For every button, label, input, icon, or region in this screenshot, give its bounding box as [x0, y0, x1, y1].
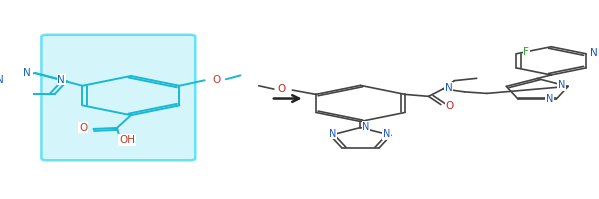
- Text: O: O: [277, 84, 285, 94]
- Text: OH: OH: [119, 135, 135, 145]
- Text: O: O: [446, 101, 454, 111]
- Text: N: N: [383, 129, 390, 139]
- Text: N: N: [558, 80, 565, 90]
- Text: N: N: [58, 75, 65, 85]
- Text: N: N: [0, 75, 4, 85]
- Text: N: N: [546, 94, 553, 104]
- Text: O: O: [79, 123, 87, 133]
- Text: N: N: [23, 68, 31, 78]
- Text: O: O: [213, 75, 221, 85]
- FancyBboxPatch shape: [41, 35, 195, 160]
- Text: N: N: [362, 122, 370, 132]
- Text: N: N: [329, 129, 337, 139]
- Text: N: N: [590, 48, 598, 58]
- Text: F: F: [524, 47, 530, 57]
- Text: N: N: [445, 83, 453, 93]
